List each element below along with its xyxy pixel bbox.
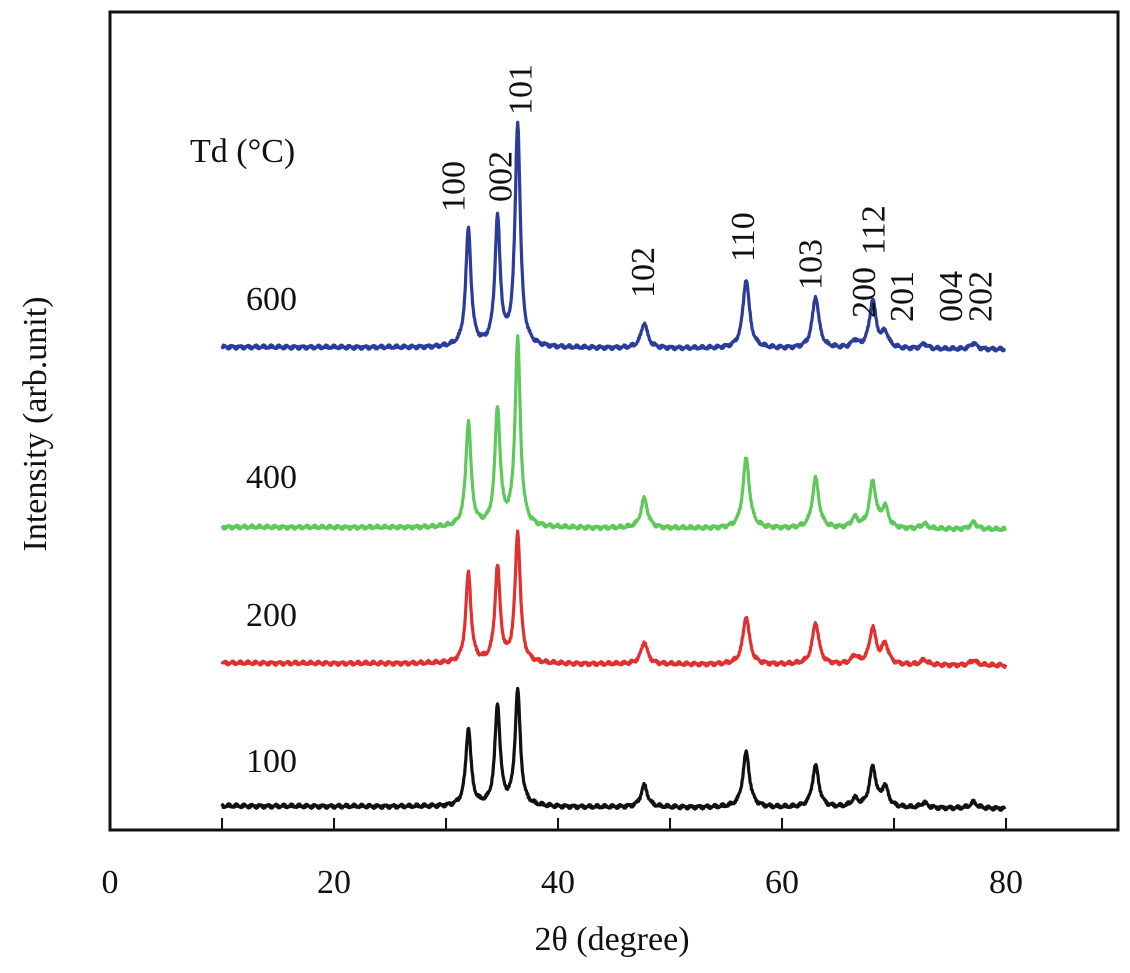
peak-label-100: 100 — [435, 161, 472, 212]
legend-title: Td (°C) — [190, 133, 295, 170]
peak-label-200: 200 — [846, 267, 883, 318]
series-group — [220, 120, 1008, 812]
peak-label-110: 110 — [725, 212, 762, 262]
y-axis-label: Intensity (arb.unit) — [17, 297, 54, 552]
peak-label-103: 103 — [793, 239, 830, 290]
series-label-200: 200 — [246, 597, 297, 634]
x-axis-ticks — [221, 818, 1007, 830]
peak-label-101: 101 — [503, 64, 540, 115]
x-tick-label: 40 — [541, 864, 575, 901]
series-label-100: 100 — [246, 743, 297, 780]
text-labels: 0 20 40 60 80 600 400 200 100 100 002 101 102 110 103 2… — [102, 64, 1024, 901]
peak-label-202: 202 — [963, 271, 1000, 322]
x-tick-label: 80 — [989, 864, 1023, 901]
x-tick-label: 20 — [317, 864, 351, 901]
series-label-600: 600 — [246, 281, 297, 318]
peak-label-002: 002 — [483, 151, 520, 202]
peak-label-004: 004 — [933, 271, 970, 322]
peak-label-102: 102 — [625, 247, 662, 298]
x-tick-label: 60 — [765, 864, 799, 901]
plot-frame — [108, 10, 1120, 832]
series-line-600 — [220, 120, 1007, 353]
series-label-400: 400 — [246, 459, 297, 496]
x-tick-label: 0 — [102, 864, 119, 901]
series-line-100 — [220, 686, 1007, 812]
x-axis-label: 2θ (degree) — [534, 921, 689, 958]
series-line-400 — [220, 334, 1007, 533]
peak-label-112: 112 — [856, 205, 893, 255]
series-line-200 — [220, 529, 1008, 669]
peak-label-201: 201 — [884, 271, 921, 322]
